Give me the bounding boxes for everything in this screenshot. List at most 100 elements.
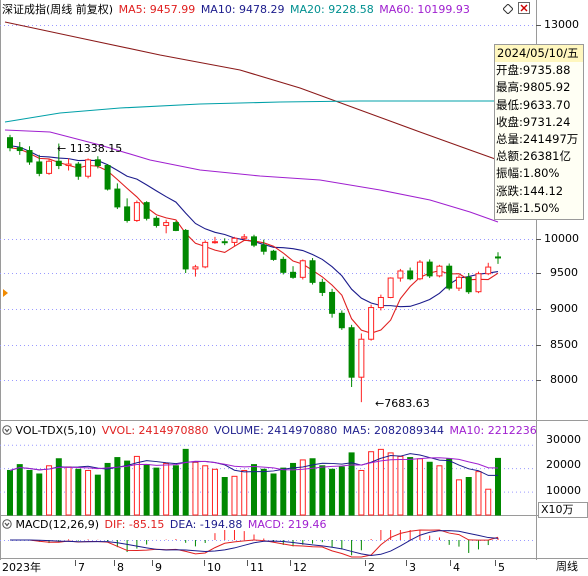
price-tick-9000: 9000 <box>550 302 578 315</box>
candle-body <box>221 241 228 244</box>
candle-body <box>270 250 277 260</box>
volume-bar <box>319 465 326 516</box>
candle-body <box>495 256 501 259</box>
info-row-low: 最低:9633.70 <box>496 97 571 112</box>
macd-indicator-name[interactable]: MACD(12,26,9) <box>15 518 100 531</box>
candle-body <box>36 161 43 174</box>
close-icon[interactable] <box>518 2 530 14</box>
candle-body <box>16 147 23 152</box>
candle-body <box>299 260 306 278</box>
chart-title[interactable]: 深证成指(周线 前复权) <box>2 3 114 16</box>
volume-bar <box>348 452 355 516</box>
candle-body <box>133 202 140 221</box>
volume-bar <box>241 469 248 516</box>
volume-bar <box>192 461 199 516</box>
time-axis-tick <box>152 560 153 566</box>
candle-body <box>241 236 248 239</box>
period-low-annotation: ←7683.63 <box>375 397 430 410</box>
volume-bar <box>290 462 297 516</box>
price-gridlines <box>0 25 541 381</box>
time-axis-label: 4 <box>453 561 460 574</box>
bar-info-panel: 2024/05/10/五 开盘:9735.88 最高:9805.92 最低:96… <box>494 44 584 220</box>
dea-legend: DEA: -194.88 <box>169 518 243 531</box>
volume-bar <box>455 479 462 516</box>
candle-body <box>104 165 111 190</box>
volume-bar <box>397 455 404 516</box>
volume-bar <box>26 469 33 516</box>
volume-collapse-icon[interactable] <box>2 425 12 435</box>
volume-bar <box>46 465 53 516</box>
volume-bar <box>329 468 336 516</box>
volume-bar <box>202 465 209 516</box>
vvol-legend: VVOL: 2414970880 <box>101 424 209 437</box>
volume-bar <box>104 462 111 516</box>
macd-collapse-icon[interactable] <box>2 519 12 529</box>
candle-body <box>455 276 462 289</box>
settings-diamond-icon[interactable] <box>502 3 514 17</box>
dif-legend: DIF: -85.15 <box>104 518 165 531</box>
time-axis-tick <box>365 560 366 566</box>
candle-body <box>251 236 257 246</box>
vol-ma10-legend: MA10: 2212236 <box>449 424 537 437</box>
volume-bar <box>309 458 316 516</box>
candle-body <box>231 237 238 243</box>
time-axis-tick <box>290 560 291 566</box>
volume-tick-20000: 20000 <box>546 458 581 471</box>
candle-body <box>202 241 209 268</box>
volume-bar <box>114 457 121 516</box>
candle-body <box>114 188 121 208</box>
info-row-amount: 总额:26381亿 <box>496 149 571 164</box>
time-axis-label: 7 <box>78 561 85 574</box>
candle-body <box>416 261 423 280</box>
candle-body <box>26 150 33 163</box>
volume-bar <box>377 448 384 516</box>
volume-bar <box>65 466 72 516</box>
candle-body <box>94 159 101 167</box>
time-axis-label: 11 <box>250 561 264 574</box>
time-axis: 2023年 7 8 9 10 11 12 2 3 4 5 <box>0 560 536 576</box>
time-axis-tick <box>450 560 451 566</box>
chart-title-group: 深证成指(周线 前复权) MA5: 9457.99 MA10: 9478.29 … <box>2 3 470 17</box>
time-axis-tick <box>406 560 407 566</box>
candle-body <box>143 202 150 219</box>
volume-bar <box>446 458 453 516</box>
ma60-line <box>4 129 499 223</box>
info-row-change-pct: 涨幅:1.50% <box>496 200 560 215</box>
candle-body <box>446 265 453 289</box>
candle-body <box>426 261 433 277</box>
ma10-legend: MA10: 9478.29 <box>200 3 285 16</box>
price-tick-8000: 8000 <box>550 373 578 386</box>
time-axis-tick <box>204 560 205 566</box>
candle-body <box>368 307 375 340</box>
volume-bar <box>143 464 150 516</box>
volume-bar <box>163 462 170 516</box>
info-row-volume: 总量:241497万 <box>496 131 579 146</box>
volume-bar <box>124 460 131 516</box>
candle-body <box>377 296 384 309</box>
volume-bar <box>16 464 23 516</box>
volume-bar <box>36 473 43 516</box>
volume-indicator-name[interactable]: VOL-TDX(5,10) <box>15 424 97 437</box>
pane-marker-icon[interactable] <box>3 289 8 297</box>
info-row-open: 开盘:9735.88 <box>496 63 571 78</box>
volume-bar <box>260 468 267 516</box>
time-axis-label: 8 <box>117 561 124 574</box>
macd-dea-line <box>10 530 499 556</box>
macd-value-legend: MACD: 219.46 <box>247 518 327 531</box>
candle-body <box>163 222 170 226</box>
volume-ma10-line <box>9 457 499 471</box>
candle-body <box>436 265 443 277</box>
volume-bar <box>211 468 218 516</box>
period-high-annotation: ← 11338.15 <box>57 142 123 155</box>
price-tick-8500: 8500 <box>550 338 578 351</box>
candle-body <box>407 270 414 280</box>
time-axis-label: 2023年 <box>2 561 41 574</box>
volume-ma5-line <box>9 453 499 476</box>
time-axis-label: 2 <box>368 561 375 574</box>
ma-flat-line <box>4 100 498 123</box>
volume-bar <box>280 467 287 516</box>
period-weekly-label[interactable]: 周线 <box>556 560 578 573</box>
candle-body <box>280 258 287 273</box>
volume-tick-10000: 10000 <box>546 484 581 497</box>
